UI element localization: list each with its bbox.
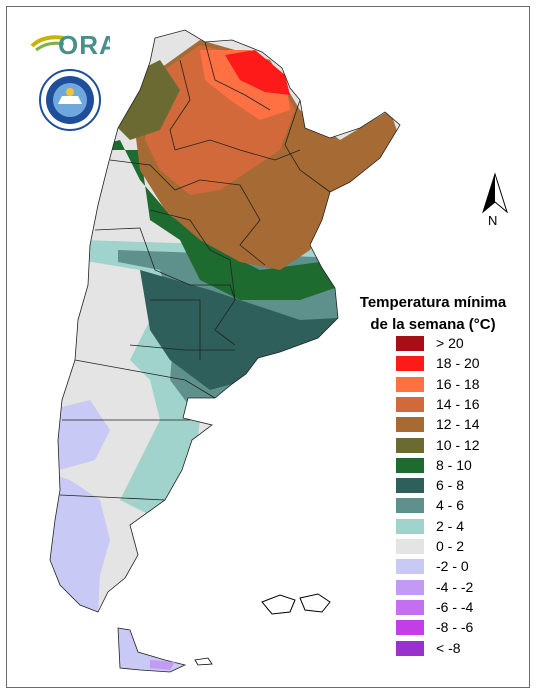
legend-label: 10 - 12 (436, 436, 480, 453)
legend-title-line2: de la semana (°C) (370, 316, 496, 333)
legend-label: -8 - -6 (436, 619, 474, 636)
zone-18-20 (225, 50, 290, 95)
legend-swatch (395, 395, 425, 413)
legend-label: -2 - 0 (436, 558, 469, 575)
legend-label: 18 - 20 (436, 355, 480, 372)
legend-swatch (395, 639, 425, 657)
province-borders (49, 29, 401, 613)
legend-item: -2 - 0 (395, 558, 535, 576)
legend-swatch (395, 335, 425, 352)
legend-item: -6 - -4 (395, 598, 535, 616)
legend-label: -6 - -4 (436, 598, 474, 615)
svg-text:ORA: ORA (58, 30, 110, 60)
north-arrow-icon (480, 172, 510, 230)
legend-label: 12 - 14 (436, 416, 480, 433)
legend-item: -8 - -6 (395, 619, 535, 637)
isla-estados (194, 657, 213, 666)
legend-title-line1: Temperatura mínima (359, 294, 507, 311)
legend-swatch (395, 538, 425, 555)
legend-swatch (395, 598, 425, 616)
legend-item: 8 - 10 (395, 456, 535, 474)
legend-swatch (395, 355, 425, 373)
zone-minus2-0-west (50, 400, 110, 470)
legend-item: 14 - 16 (395, 395, 535, 413)
legend-label: 6 - 8 (436, 477, 465, 494)
legend-item: 2 - 4 (395, 517, 535, 535)
legend-swatch (395, 375, 425, 393)
legend-label: 0 - 2 (436, 538, 465, 554)
tierra-del-fuego (117, 627, 187, 673)
zone-8-10 (80, 140, 335, 300)
legend-swatch (395, 578, 425, 596)
legend-label: 8 - 10 (436, 456, 472, 473)
legend-label: < -8 (436, 639, 461, 656)
legend-item: -4 - -2 (395, 578, 535, 596)
smn-seal-icon (38, 68, 102, 132)
malvinas-islands (261, 593, 331, 615)
legend-item: 0 - 2 (395, 538, 535, 555)
legend-label: 2 - 4 (436, 517, 465, 534)
legend-item: 6 - 8 (395, 477, 535, 495)
north-label: N (488, 213, 498, 228)
legend-label: 16 - 18 (436, 375, 480, 392)
legend-swatch (395, 477, 425, 495)
legend-swatch (395, 456, 425, 474)
legend-swatch (395, 416, 425, 434)
legend-label: 4 - 6 (436, 497, 465, 514)
legend-item: > 20 (395, 335, 535, 352)
legend-item: 10 - 12 (395, 436, 535, 454)
legend-item: 18 - 20 (395, 355, 535, 373)
legend-item: 16 - 18 (395, 375, 535, 393)
legend-swatch (395, 436, 425, 454)
legend-swatch (395, 497, 425, 515)
legend-item: 4 - 6 (395, 497, 535, 515)
legend-item: 12 - 14 (395, 416, 535, 434)
legend-label: 14 - 16 (436, 395, 480, 412)
ora-logo: ORA (30, 26, 118, 64)
legend-swatch (395, 517, 425, 535)
legend-swatch (395, 558, 425, 576)
legend-label: -4 - -2 (436, 578, 474, 595)
legend-label: > 20 (436, 335, 464, 351)
legend-swatch (395, 619, 425, 637)
legend-item: < -8 (395, 639, 535, 657)
legend-title: Temperatura mínima de la semana (°C) (338, 292, 528, 336)
